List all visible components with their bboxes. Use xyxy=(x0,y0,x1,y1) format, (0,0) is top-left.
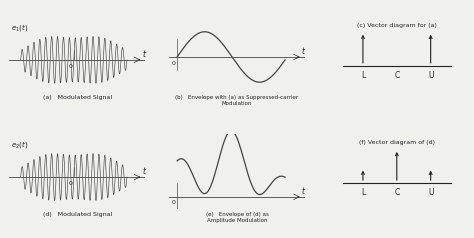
Text: 0: 0 xyxy=(69,181,73,186)
Text: U: U xyxy=(428,188,433,197)
Text: 0: 0 xyxy=(171,61,175,66)
Text: C: C xyxy=(394,188,400,197)
Text: (e)   Envelope of (d) as
Amplitude Modulation: (e) Envelope of (d) as Amplitude Modulat… xyxy=(206,213,268,223)
Text: $t$: $t$ xyxy=(301,45,306,56)
Text: C: C xyxy=(394,71,400,80)
Text: $t$: $t$ xyxy=(301,185,306,196)
Text: (a)   Modulated Signal: (a) Modulated Signal xyxy=(43,95,112,100)
Text: (f) Vector diagram of (d): (f) Vector diagram of (d) xyxy=(359,140,435,145)
Text: L: L xyxy=(361,188,365,197)
Text: $t$: $t$ xyxy=(142,48,147,59)
Text: $e_2(t)$: $e_2(t)$ xyxy=(11,139,28,150)
Text: L: L xyxy=(361,71,365,80)
Text: $t$: $t$ xyxy=(142,165,147,176)
Text: $e_1(t)$: $e_1(t)$ xyxy=(11,22,28,33)
Text: 0: 0 xyxy=(171,200,175,205)
Text: (b)   Envelope with (a) as Suppressed-carrier
Modulation: (b) Envelope with (a) as Suppressed-carr… xyxy=(175,95,299,106)
Text: U: U xyxy=(428,71,433,80)
Text: 0: 0 xyxy=(69,64,73,69)
Text: (c) Vector diagram for (a): (c) Vector diagram for (a) xyxy=(357,23,437,28)
Text: (d)   Modulated Signal: (d) Modulated Signal xyxy=(43,213,112,218)
